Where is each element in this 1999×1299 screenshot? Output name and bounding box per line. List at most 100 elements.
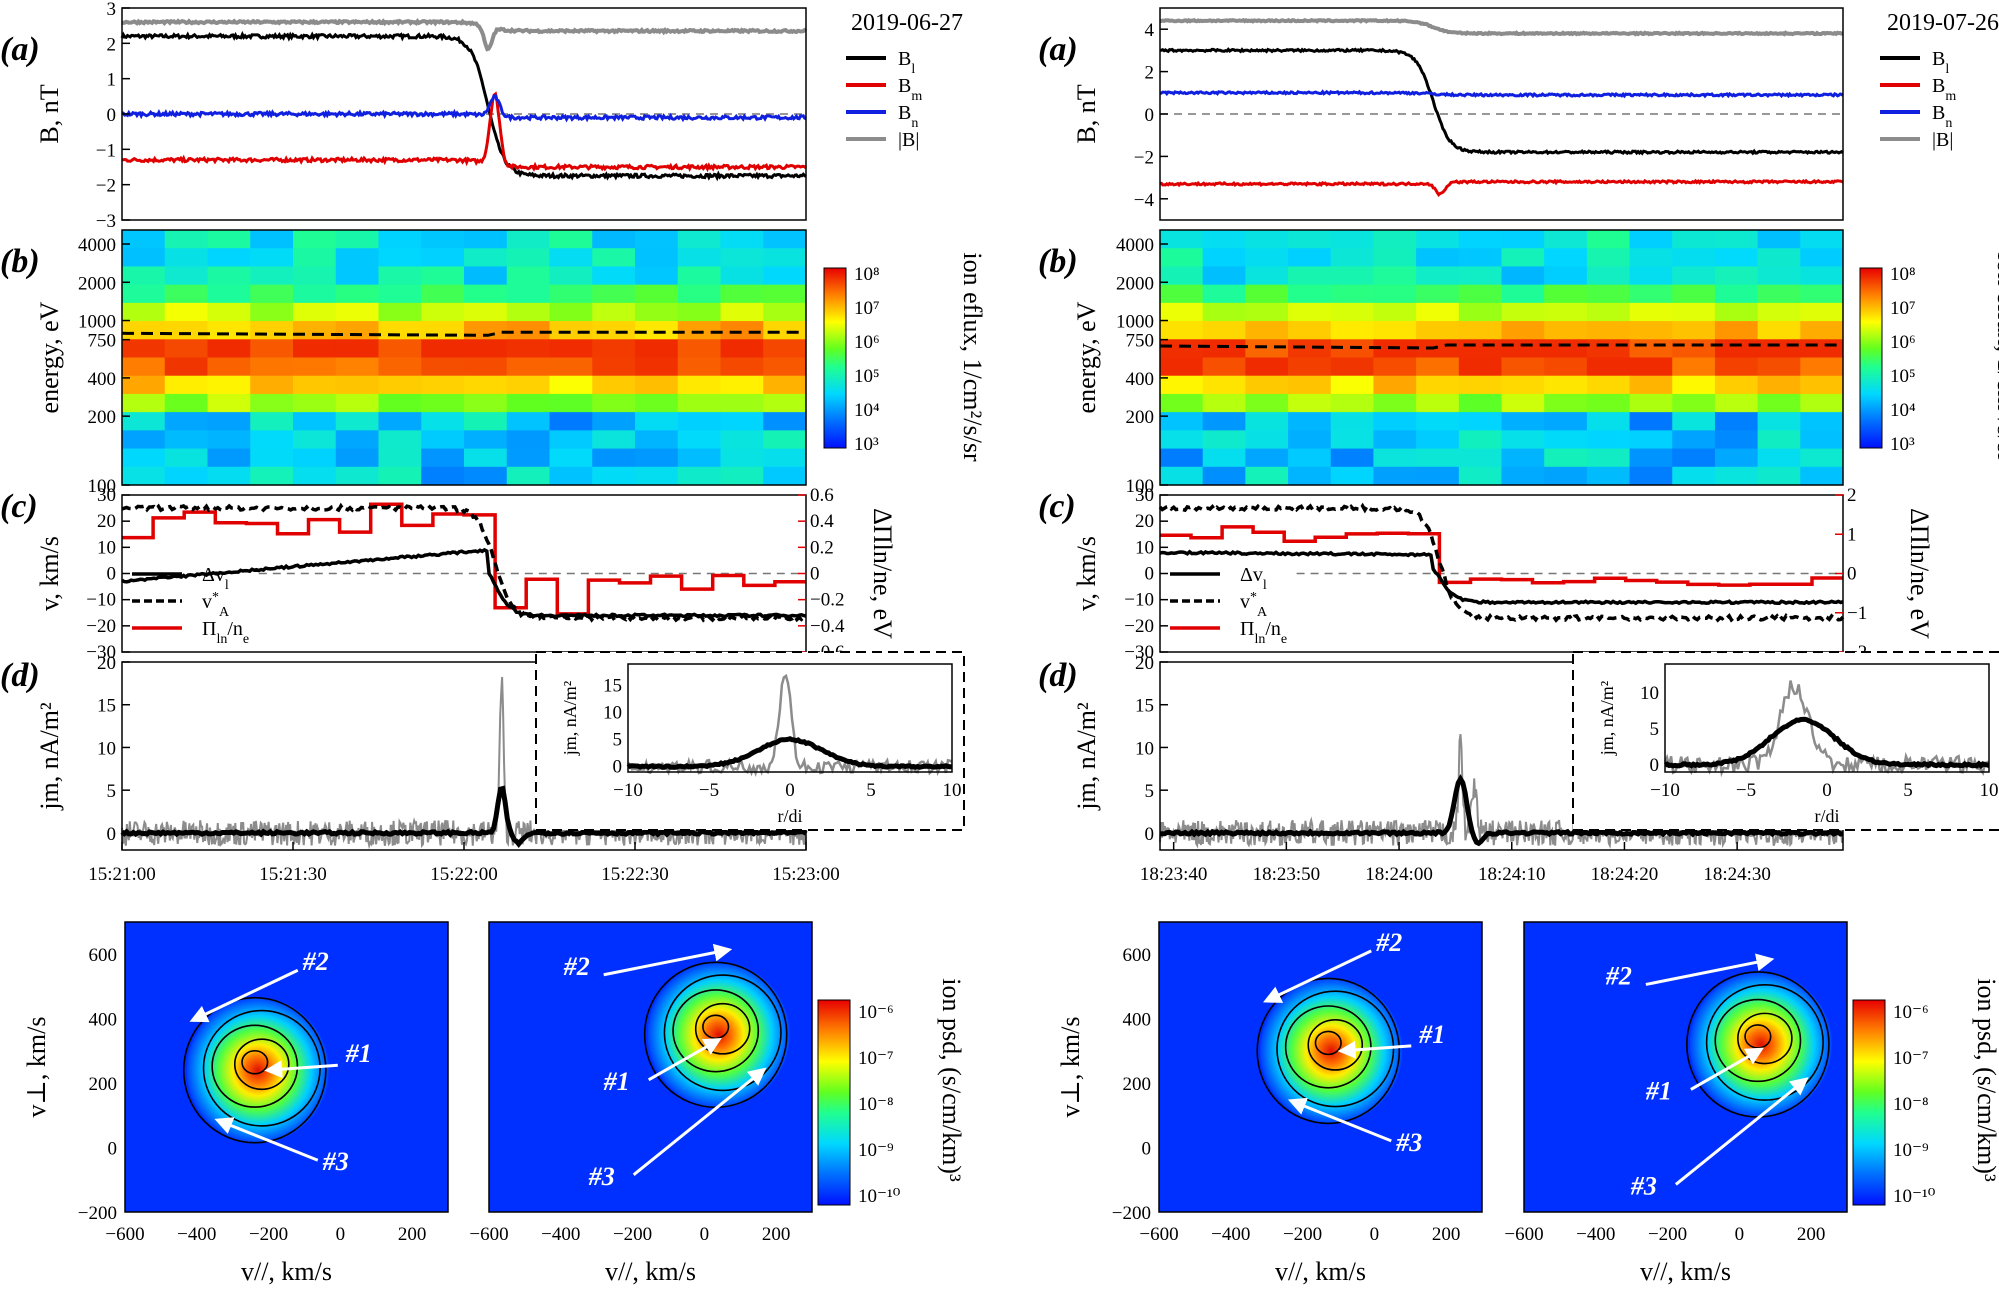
spectrogram-cell — [1800, 302, 1844, 322]
spectrogram-cell — [1160, 248, 1204, 267]
j-tick-label: 10 — [1135, 738, 1154, 759]
dashed-energy-line — [1159, 343, 1843, 350]
spectrogram-cell — [293, 230, 337, 249]
spectrogram-cell — [1288, 284, 1332, 304]
psd-colorbar-label: ion psd, (s/cm/km)³ — [1972, 978, 1999, 1182]
spectrogram-cell — [763, 357, 807, 377]
vpar-tick-label: 200 — [1797, 1224, 1826, 1245]
legend-c-label-part: e — [243, 632, 249, 647]
vpar-tick-label: 200 — [762, 1224, 791, 1245]
legend-label-part: B — [1932, 102, 1945, 124]
spectrogram-cell — [1800, 375, 1844, 395]
spectrogram-cell — [720, 357, 764, 377]
spectrogram-cell — [720, 393, 764, 413]
series-Bm — [121, 91, 808, 173]
spectrogram-cell — [1245, 412, 1289, 431]
legend-label: Bm — [898, 75, 922, 104]
spectrogram-cell — [1501, 248, 1545, 267]
spectrogram-cell — [335, 266, 379, 286]
legend-c-label: v*A — [1240, 590, 1268, 620]
spectrogram-cell — [122, 302, 166, 322]
spectrogram-cell — [635, 321, 679, 340]
spectrogram-cell — [677, 284, 721, 304]
psd-colorbar-tick: 10⁻⁸ — [1893, 1094, 1929, 1115]
delta-vl-line — [121, 547, 807, 619]
vdf-contour — [202, 1009, 321, 1127]
spectrogram-cell — [763, 266, 807, 286]
population-arrow — [1337, 1040, 1412, 1059]
inset-frame — [1664, 663, 1990, 773]
spectrogram-cell — [207, 375, 251, 395]
spectrogram-cell — [592, 266, 636, 286]
spectrogram-cell — [1757, 284, 1801, 304]
jm-raw-line — [121, 676, 807, 850]
spectrogram-cell — [1202, 393, 1246, 413]
spectrogram-cell — [549, 248, 593, 267]
spectrogram-cell — [1672, 302, 1716, 322]
spectrogram-cell — [421, 284, 465, 304]
legend-label: |B| — [1932, 129, 1953, 151]
legend-label-part: |B| — [898, 129, 919, 151]
psd-colorbar-tick: 10⁻¹⁰ — [1893, 1186, 1936, 1207]
spectrogram-cell — [1672, 375, 1716, 395]
legend-label: Bl — [898, 48, 915, 77]
spectrogram-cell — [421, 321, 465, 340]
population-label: #1 — [1418, 1020, 1445, 1049]
series-Bn — [121, 94, 807, 123]
spectrogram-cell — [164, 375, 208, 395]
spectrogram-cell — [1586, 393, 1631, 413]
time-tick-label: 15:22:30 — [601, 864, 669, 885]
spectrogram-cell — [1373, 321, 1417, 340]
spectrogram-cell — [592, 448, 636, 468]
spectrogram-cell — [1416, 321, 1460, 340]
spectrogram-cell — [1501, 230, 1545, 249]
spectrogram-cell — [1416, 466, 1460, 486]
spectrogram-cell — [1544, 448, 1588, 468]
spectrogram-cell — [122, 339, 166, 358]
eflux-colorbar-tick: 10⁷ — [854, 298, 880, 319]
series-Bn — [1159, 89, 1844, 99]
spectrogram-cell — [378, 339, 422, 358]
spectrogram-cell — [464, 266, 508, 286]
spectrogram-cell — [250, 284, 294, 304]
spectrogram-cell — [1757, 248, 1801, 267]
vpar-tick-label: 0 — [1370, 1224, 1380, 1245]
spectrogram-cell — [1757, 357, 1801, 377]
spectrogram-cell — [592, 430, 636, 450]
pi-tick-label: 0.2 — [810, 537, 834, 558]
spectrogram-cell — [592, 230, 636, 249]
v-tick-label: −30 — [1124, 642, 1154, 663]
spectrogram-cell — [1245, 393, 1289, 413]
legend-c-label-part: Π — [202, 618, 216, 640]
psd-colorbar-tick: 10⁻⁹ — [1893, 1140, 1929, 1161]
vpar-axis-label: v//, km/s — [1640, 1257, 1731, 1286]
spectrogram-cell — [635, 284, 679, 304]
spectrogram-cell — [1458, 248, 1502, 267]
spectrogram-cell — [1245, 357, 1289, 377]
v-axis-label: v, km/s — [35, 536, 64, 611]
psd-colorbar-tick: 10⁻⁶ — [858, 1002, 894, 1023]
spectrogram-cell — [592, 302, 636, 322]
spectrogram-cell — [164, 284, 208, 304]
legend-c-label-part: l — [1263, 578, 1267, 593]
spectrogram-cell — [1544, 375, 1588, 395]
spectrogram-cell — [1330, 284, 1374, 304]
legend-c-label-part: v — [202, 591, 212, 613]
spectrogram-cell — [122, 393, 166, 413]
pi-axis-label: ΔΠln/ne, eV — [868, 508, 897, 639]
b-tick-label: −3 — [96, 211, 116, 232]
spectrogram-cell — [1416, 266, 1460, 286]
spectrogram-cell — [122, 466, 166, 486]
spectrogram-cell — [293, 448, 337, 468]
energy-tick-label: 750 — [88, 331, 117, 352]
b-tick-label: −4 — [1134, 190, 1155, 211]
spectrogram-cell — [335, 375, 379, 395]
spectrogram-cell — [1757, 321, 1801, 340]
spectrogram-cell — [250, 339, 294, 358]
inset-y-label: jm, nA/m² — [560, 681, 580, 756]
spectrogram-cell — [635, 248, 679, 267]
spectrogram-cell — [1757, 266, 1801, 286]
j-axis-label: jm, nA/m² — [1072, 702, 1101, 811]
spectrogram-cell — [1629, 466, 1673, 486]
spectrogram-cell — [1586, 284, 1631, 304]
